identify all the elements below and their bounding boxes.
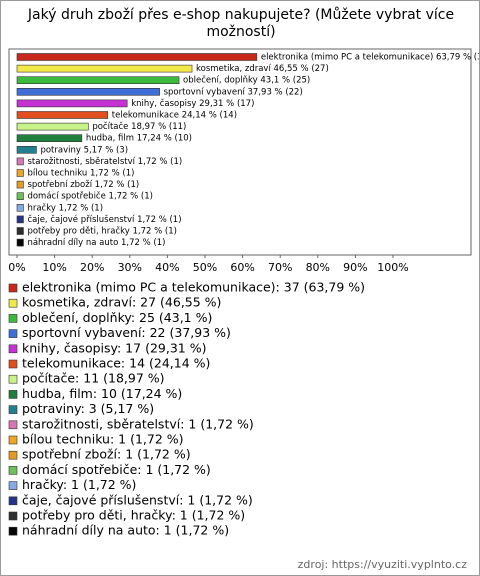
bar <box>16 215 24 224</box>
bar-label: knihy, časopisy 29,31 % (17) <box>131 98 254 109</box>
legend-label: spotřební zboží: 1 (1,72 %) <box>22 447 191 462</box>
bar <box>16 180 24 189</box>
x-tick-label: 100% <box>377 261 408 274</box>
legend-label: domácí spotřebiče: 1 (1,72 %) <box>22 462 211 477</box>
bar-label: čaje, čajové příslušenství 1,72 % (1) <box>27 214 181 225</box>
bar-label: potraviny 5,17 % (3) <box>40 145 128 155</box>
x-tick-label: 50% <box>193 261 217 274</box>
bar <box>16 192 24 200</box>
legend-label: elektronika (mimo PC a telekomunikace): … <box>22 280 365 295</box>
bar <box>16 146 37 154</box>
bar <box>16 227 24 235</box>
legend-label: hudba, film: 10 (17,24 %) <box>22 386 182 401</box>
bar-label: starožitnosti, sběratelství 1,72 % (1) <box>27 157 182 167</box>
x-tick-label: 10% <box>42 261 66 274</box>
bar-label: spotřební zboží 1,72 % (1) <box>27 180 139 190</box>
x-tick-label: 0% <box>8 261 25 274</box>
legend-label: sportovní vybavení: 22 (37,93 %) <box>22 325 231 340</box>
x-tick-label: 20% <box>80 261 104 274</box>
bar <box>16 99 128 108</box>
legend-swatch <box>8 314 18 323</box>
legend-label: čaje, čajové příslušenství: 1 (1,72 %) <box>22 492 253 507</box>
legend-label: kosmetika, zdraví: 27 (46,55 %) <box>22 295 221 310</box>
bar-label: domácí spotřebiče 1,72 % (1) <box>27 191 153 202</box>
bar <box>16 64 193 73</box>
bar <box>16 169 24 177</box>
legend-label: náhradní díly na auto: 1 (1,72 %) <box>22 523 229 538</box>
legend-swatch <box>8 329 18 338</box>
bar <box>16 53 258 61</box>
legend-label: potřeby pro děti, hračky: 1 (1,72 %) <box>22 508 245 523</box>
bar <box>16 88 160 96</box>
bar <box>16 204 24 212</box>
bar-label: kosmetika, zdraví 46,55 % (27) <box>196 64 329 74</box>
legend-swatch <box>8 496 18 506</box>
legend-swatch <box>8 298 18 308</box>
legend-swatch <box>8 283 18 293</box>
legend-swatch <box>8 359 18 369</box>
bar <box>16 157 24 166</box>
bar-label: elektronika (mimo PC a telekomunikace) 6… <box>261 53 479 63</box>
bar-label: hračky 1,72 % (1) <box>27 202 103 213</box>
bar-label: potřeby pro děti, hračky 1,72 % (1) <box>27 226 177 237</box>
legend-label: počítače: 11 (18,97 %) <box>22 371 165 386</box>
legend-swatch <box>8 435 18 445</box>
legend-label: hračky: 1 (1,72 %) <box>22 477 136 492</box>
bar-label: sportovní vybavení 37,93 % (22) <box>164 87 303 97</box>
source: zdroj: https://vyuziti.vyplnto.cz <box>298 558 468 571</box>
legend-swatch <box>8 344 18 354</box>
bar-label: bílou techniku 1,72 % (1) <box>27 169 134 179</box>
x-tick-label: 60% <box>230 261 254 274</box>
bar <box>16 122 89 131</box>
legend-label: starožitnosti, sběratelství: 1 (1,72 %) <box>22 416 254 431</box>
legend-label: knihy, časopisy: 17 (29,31 %) <box>22 340 206 355</box>
x-tick-label: 30% <box>118 261 142 274</box>
legend-swatch <box>8 374 18 384</box>
legend-label: telekomunikace: 14 (24,14 %) <box>22 356 210 371</box>
bar <box>16 134 83 142</box>
x-tick-label: 80% <box>306 261 330 274</box>
bar-label: počítače 18,97 % (11) <box>92 121 186 132</box>
legend-swatch <box>8 450 18 460</box>
legend-swatch <box>8 481 18 490</box>
legend-swatch <box>8 466 18 475</box>
chart-title: Jaký druh zboží přes e-shop nakupujete? … <box>27 7 455 40</box>
legend-swatch <box>8 511 18 521</box>
legend-swatch <box>8 405 18 414</box>
bar <box>16 238 24 247</box>
bar-label: hudba, film 17,24 % (10) <box>86 134 192 144</box>
legend-label: oblečení, doplňky: 25 (43,1 %) <box>22 310 212 325</box>
bar-label: oblečení, doplňky 43,1 % (25) <box>183 75 310 86</box>
x-tick-label: 90% <box>343 261 367 274</box>
bar <box>16 111 109 119</box>
legend-label: bílou techniku: 1 (1,72 %) <box>22 432 184 447</box>
bar-label: náhradní díly na auto 1,72 % (1) <box>27 238 165 248</box>
legend-swatch <box>8 420 18 430</box>
bar <box>16 76 180 84</box>
legend-swatch <box>8 390 18 399</box>
legend-label: potraviny: 3 (5,17 %) <box>22 401 154 416</box>
x-tick-label: 70% <box>268 261 292 274</box>
x-tick-label: 40% <box>155 261 179 274</box>
bar-label: telekomunikace 24,14 % (14) <box>112 111 237 121</box>
legend-swatch <box>8 526 18 536</box>
